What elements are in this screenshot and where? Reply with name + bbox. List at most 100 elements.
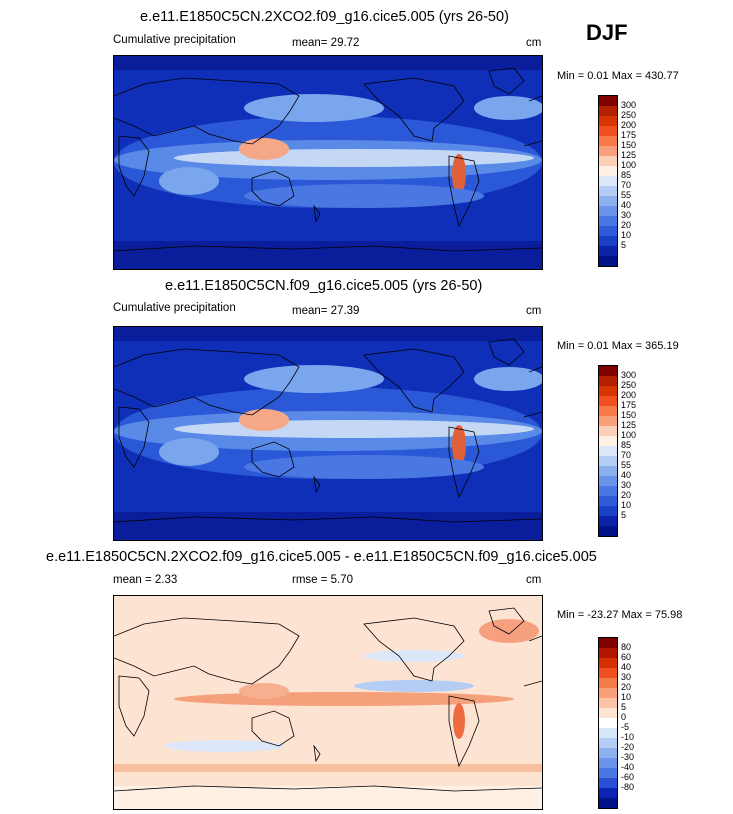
colorbar-swatch	[599, 436, 617, 446]
field-contour	[114, 327, 542, 341]
colorbar-swatch	[599, 738, 617, 748]
panel-3-map	[113, 595, 543, 810]
colorbar-tick-label: 100	[621, 160, 637, 170]
field-contour	[244, 94, 384, 122]
coastline	[313, 744, 321, 763]
colorbar-tick-label: 125	[621, 420, 637, 430]
colorbar-tick-label: 175	[621, 130, 637, 140]
colorbar-tick-label: 10	[621, 500, 632, 510]
colorbar-swatch	[599, 496, 617, 506]
colorbar-swatch	[599, 728, 617, 738]
panel-1-minmax: Min = 0.01 Max = 430.77	[557, 70, 679, 82]
coastline	[523, 635, 542, 687]
colorbar-tick-label: 10	[621, 692, 632, 702]
colorbar-tick-label: 300	[621, 370, 637, 380]
colorbar-tick-label: -5	[621, 722, 630, 732]
colorbar-swatch	[599, 166, 617, 176]
colorbar-swatch	[599, 486, 617, 496]
coastline	[251, 710, 295, 747]
colorbar-tick-label: -80	[621, 782, 635, 792]
colorbar-swatch	[599, 748, 617, 758]
coastline	[488, 67, 525, 95]
field-contour	[114, 512, 542, 540]
panel-3-colorbar	[598, 637, 618, 809]
coastline	[448, 155, 480, 228]
colorbar-tick-label: 30	[621, 210, 632, 220]
colorbar-swatch	[599, 466, 617, 476]
field-contour	[354, 680, 474, 692]
colorbar-swatch	[599, 658, 617, 668]
field-contour	[159, 438, 219, 466]
colorbar-swatch	[599, 126, 617, 136]
colorbar-tick-label: 30	[621, 672, 632, 682]
colorbar-tick-label: 100	[621, 430, 637, 440]
colorbar-tick-label: 5	[621, 510, 627, 520]
colorbar-tick-label: 5	[621, 240, 627, 250]
colorbar-tick-label: 250	[621, 380, 637, 390]
colorbar-tick-label: 85	[621, 170, 632, 180]
coastline	[363, 617, 465, 682]
colorbar-swatch	[599, 648, 617, 658]
coastline	[118, 135, 150, 197]
colorbar-tick-label: 60	[621, 652, 632, 662]
colorbar-swatch	[599, 456, 617, 466]
colorbar-tick-label: 200	[621, 120, 637, 130]
colorbar-swatch	[599, 256, 617, 266]
panel-2-minmax: Min = 0.01 Max = 365.19	[557, 340, 679, 352]
coastline	[523, 366, 542, 418]
field-contour	[244, 365, 384, 393]
colorbar-tick-label: 175	[621, 400, 637, 410]
colorbar-tick-label: -20	[621, 742, 635, 752]
panel-1-colorbar	[598, 95, 618, 267]
colorbar-swatch	[599, 638, 617, 648]
colorbar-swatch	[599, 526, 617, 536]
colorbar-swatch	[599, 476, 617, 486]
colorbar-tick-label: -10	[621, 732, 635, 742]
colorbar-tick-label: 250	[621, 110, 637, 120]
colorbar-tick-label: 70	[621, 180, 632, 190]
panel-1-map	[113, 55, 543, 270]
field-contour	[452, 154, 466, 194]
panel-1-map-field	[114, 56, 542, 269]
coastline	[114, 348, 300, 416]
coastline	[114, 77, 300, 145]
colorbar-tick-label: 200	[621, 390, 637, 400]
colorbar-swatch	[599, 386, 617, 396]
panel-3-minmax: Min = -23.27 Max = 75.98	[557, 609, 683, 621]
colorbar-swatch	[599, 156, 617, 166]
colorbar-swatch	[599, 698, 617, 708]
colorbar-tick-label: 150	[621, 410, 637, 420]
field-contour	[364, 650, 464, 662]
colorbar-swatch	[599, 136, 617, 146]
colorbar-tick-label: 10	[621, 230, 632, 240]
colorbar-tick-label: 55	[621, 190, 632, 200]
coastline	[114, 245, 542, 252]
colorbar-tick-label: -30	[621, 752, 635, 762]
colorbar-swatch	[599, 246, 617, 256]
field-contour	[174, 420, 534, 438]
field-contour	[114, 764, 542, 772]
panel-3-rmse-label: rmse = 5.70	[292, 574, 354, 586]
panel-2-units: cm	[526, 305, 542, 317]
colorbar-tick-label: 150	[621, 140, 637, 150]
colorbar-tick-label: 40	[621, 200, 632, 210]
colorbar-swatch	[599, 226, 617, 236]
field-contour	[114, 56, 542, 70]
field-contour	[114, 241, 542, 269]
colorbar-tick-label: 40	[621, 470, 632, 480]
season-label: DJF	[586, 20, 628, 45]
colorbar-swatch	[599, 196, 617, 206]
coastline	[488, 607, 525, 635]
field-contour	[453, 703, 465, 739]
colorbar-swatch	[599, 798, 617, 808]
field-contour	[474, 96, 542, 120]
panel-1-variable-label: Cumulative precipitation	[113, 34, 236, 46]
colorbar-swatch	[599, 688, 617, 698]
colorbar-tick-label: 70	[621, 450, 632, 460]
field-contour	[474, 367, 542, 391]
colorbar-swatch	[599, 778, 617, 788]
field-contour	[239, 683, 289, 699]
colorbar-swatch	[599, 416, 617, 426]
coastline	[363, 77, 465, 142]
panel-2-variable-label: Cumulative precipitation	[113, 302, 236, 314]
